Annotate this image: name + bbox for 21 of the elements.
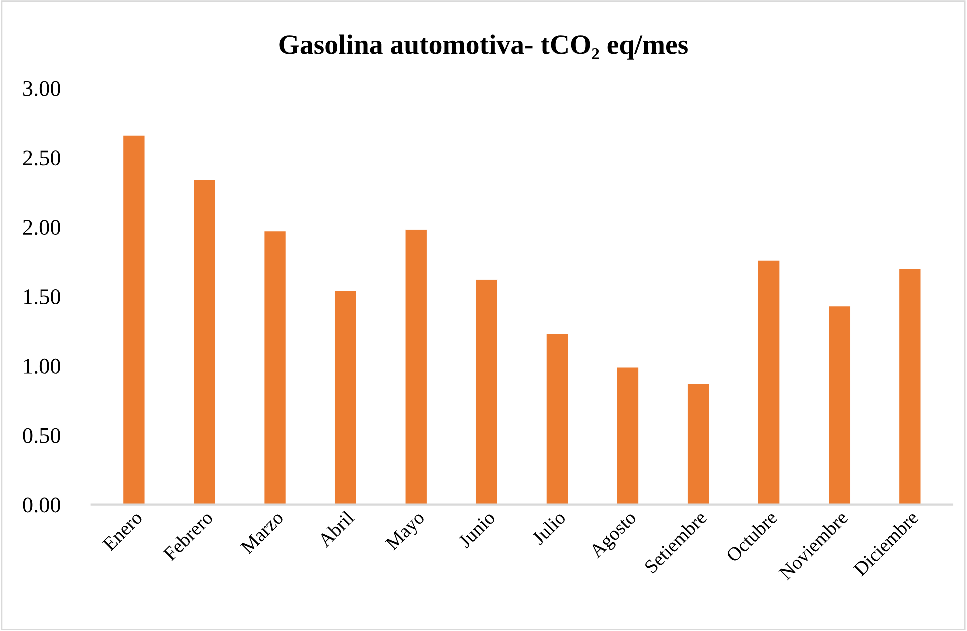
bar xyxy=(334,290,358,505)
bar xyxy=(758,260,780,505)
bar xyxy=(898,268,922,505)
y-tick-label: 1.50 xyxy=(24,290,60,305)
y-tick-label: 0.00 xyxy=(23,498,60,513)
y-tick-label: 2.00 xyxy=(23,220,60,236)
bar xyxy=(264,230,287,505)
y-tick-label: 1.00 xyxy=(24,358,60,374)
bar xyxy=(122,135,146,505)
bar xyxy=(828,306,851,505)
bar xyxy=(546,334,569,505)
chart-title: Gasolina automotiva- tCO₂ eq/mes xyxy=(280,34,688,60)
bar xyxy=(476,280,498,505)
y-tick-label: 3.00 xyxy=(23,81,60,96)
bar xyxy=(616,367,640,505)
x-tick-label: Julio xyxy=(531,510,567,546)
bar xyxy=(687,384,710,505)
y-tick-label: 2.50 xyxy=(23,150,60,166)
bar xyxy=(193,180,216,505)
bar xyxy=(405,230,428,505)
y-tick-label: 0.50 xyxy=(23,428,60,444)
